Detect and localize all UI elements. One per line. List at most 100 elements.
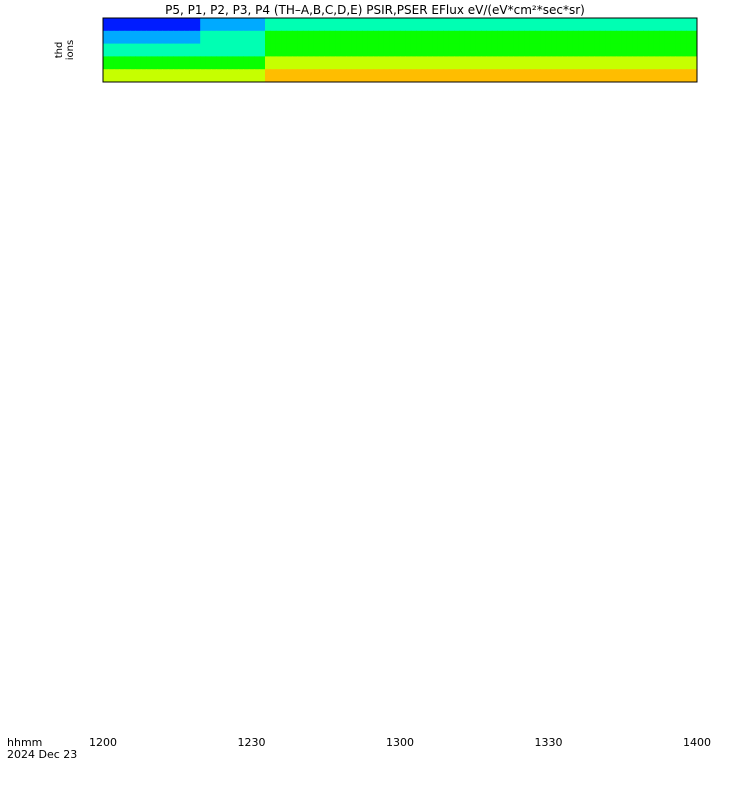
heatmap-cell [221, 69, 228, 82]
heatmap-cell [113, 30, 120, 45]
heatmap-cell [648, 18, 655, 32]
heatmap-cell [302, 56, 309, 70]
heatmap-cell [389, 30, 396, 45]
heatmap-cell [259, 69, 266, 82]
heatmap-cell [405, 18, 412, 32]
heatmap-cell [513, 30, 520, 45]
heatmap-cell [616, 56, 622, 70]
heatmap-cell [184, 30, 190, 45]
heatmap-cell [146, 30, 153, 45]
heatmap-cell [232, 30, 239, 45]
heatmap-cell [378, 43, 385, 57]
heatmap-cell [454, 18, 460, 32]
heatmap-cell [394, 69, 401, 82]
heatmap-cell [329, 56, 336, 70]
heatmap-cell [502, 56, 509, 70]
heatmap-cell [286, 56, 293, 70]
heatmap-cell [113, 18, 120, 32]
heatmap-cell [389, 69, 396, 82]
heatmap-cell [405, 69, 412, 82]
heatmap-cell [443, 18, 450, 32]
heatmap-cell [211, 56, 217, 70]
heatmap-cell [108, 18, 115, 32]
heatmap-cell [157, 30, 163, 45]
heatmap-cell [481, 43, 487, 57]
heatmap-cell [616, 69, 622, 82]
heatmap-cell [513, 69, 520, 82]
heatmap-cell [216, 43, 223, 57]
heatmap-cell [486, 69, 493, 82]
panel-ylabel: thd [54, 42, 65, 59]
heatmap-cell [103, 30, 109, 45]
heatmap-cell [394, 30, 401, 45]
heatmap-cell [335, 43, 342, 57]
heatmap-cell [362, 18, 369, 32]
heatmap-cell [324, 18, 331, 32]
heatmap-cell [367, 30, 374, 45]
heatmap-cell [605, 69, 612, 82]
heatmap-cell [389, 18, 396, 32]
heatmap-cell [626, 30, 633, 45]
heatmap-cell [157, 69, 163, 82]
heatmap-cell [459, 69, 466, 82]
heatmap-cell [373, 69, 379, 82]
heatmap-cell [594, 30, 601, 45]
heatmap-cell [313, 18, 320, 32]
heatmap-cell [302, 43, 309, 57]
heatmap-cell [211, 18, 217, 32]
heatmap-cell [535, 43, 541, 57]
heatmap-cell [470, 18, 477, 32]
heatmap-cell [497, 18, 504, 32]
heatmap-cell [643, 43, 649, 57]
heatmap-cell [589, 18, 595, 32]
heatmap-cell [135, 43, 142, 57]
heatmap-cell [437, 69, 444, 82]
heatmap-cell [470, 43, 477, 57]
heatmap-cell [238, 30, 244, 45]
heatmap-cell [216, 69, 223, 82]
heatmap-cell [232, 18, 239, 32]
heatmap-cell [292, 18, 298, 32]
heatmap-cell [356, 69, 363, 82]
heatmap-cell [367, 69, 374, 82]
heatmap-cell [400, 43, 406, 57]
heatmap-cell [356, 56, 363, 70]
heatmap-cell [470, 30, 477, 45]
heatmap-cell [254, 69, 261, 82]
heatmap-cell [275, 56, 282, 70]
heatmap-cell [324, 56, 331, 70]
heatmap-cell [362, 43, 369, 57]
heatmap-cell [540, 56, 547, 70]
heatmap-cell [518, 43, 525, 57]
heatmap-cell [643, 30, 649, 45]
heatmap-cell [162, 56, 169, 70]
heatmap-cell [691, 43, 697, 57]
heatmap-cell [621, 69, 628, 82]
heatmap-cell [562, 43, 568, 57]
heatmap-cell [135, 69, 142, 82]
heatmap-cell [140, 69, 147, 82]
heatmap-cell [227, 18, 234, 32]
heatmap-cell [124, 18, 131, 32]
heatmap-cell [297, 43, 304, 57]
heatmap-cell [389, 43, 396, 57]
heatmap-cell [200, 69, 207, 82]
heatmap-cell [637, 69, 644, 82]
panel-0: thd ions [54, 17, 698, 83]
heatmap-cell [616, 18, 622, 32]
x-tick-label: 1400 [683, 736, 711, 749]
heatmap-cell [113, 69, 120, 82]
heatmap-cell [248, 30, 255, 45]
heatmap-cell [373, 56, 379, 70]
heatmap-cell [113, 43, 120, 57]
heatmap-cell [540, 43, 547, 57]
heatmap-cell [594, 56, 601, 70]
heatmap-cell [621, 43, 628, 57]
heatmap-cell [135, 18, 142, 32]
heatmap-cell [659, 69, 666, 82]
heatmap-cell [173, 43, 180, 57]
heatmap-cell [670, 56, 676, 70]
heatmap-cell [227, 69, 234, 82]
heatmap-cell [340, 56, 347, 70]
heatmap-cell [270, 18, 277, 32]
